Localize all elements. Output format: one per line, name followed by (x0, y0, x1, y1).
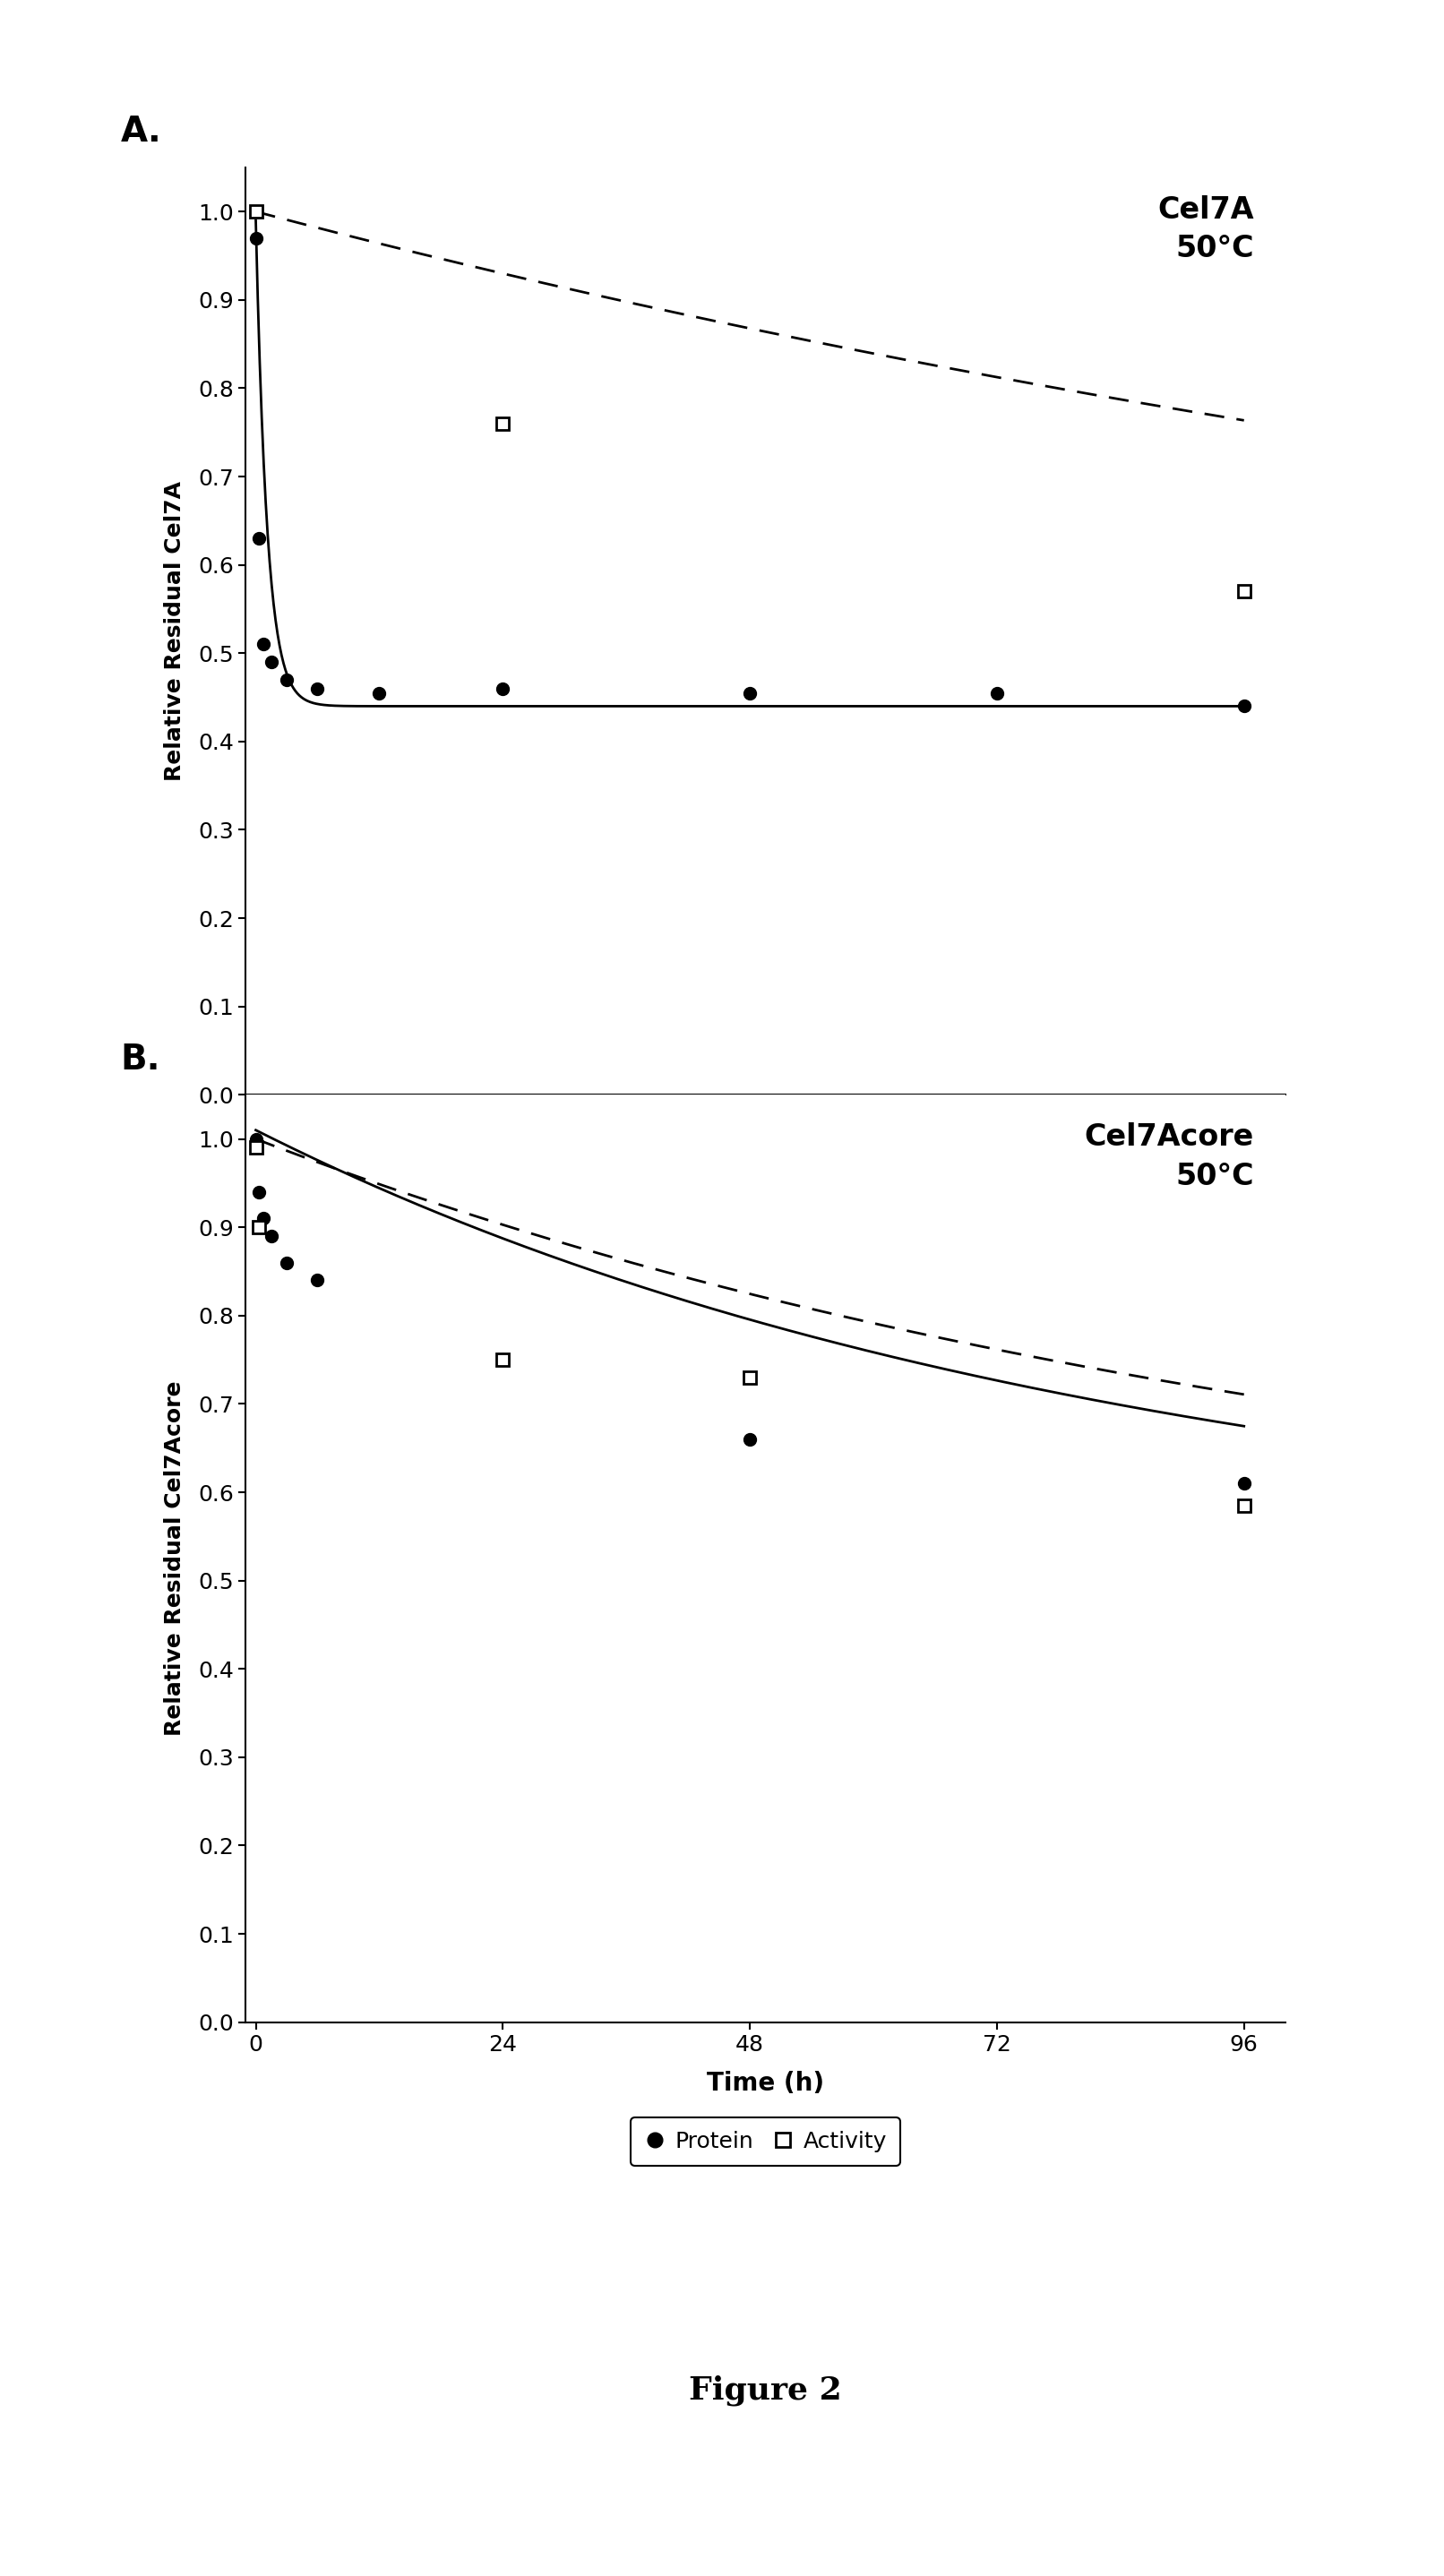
Text: Cel7Acore
50°C: Cel7Acore 50°C (1084, 1123, 1253, 1190)
Y-axis label: Relative Residual Cel7A: Relative Residual Cel7A (165, 482, 185, 781)
X-axis label: Time (h): Time (h) (706, 2071, 825, 2094)
Legend: Protein, Activity: Protein, Activity (631, 2117, 900, 2166)
Y-axis label: Relative Residual Cel7Acore: Relative Residual Cel7Acore (165, 1381, 185, 1736)
Text: Figure 2: Figure 2 (689, 2375, 842, 2406)
Text: A.: A. (121, 116, 162, 149)
Text: B.: B. (121, 1043, 160, 1077)
Text: Cel7A
50°C: Cel7A 50°C (1158, 196, 1253, 263)
